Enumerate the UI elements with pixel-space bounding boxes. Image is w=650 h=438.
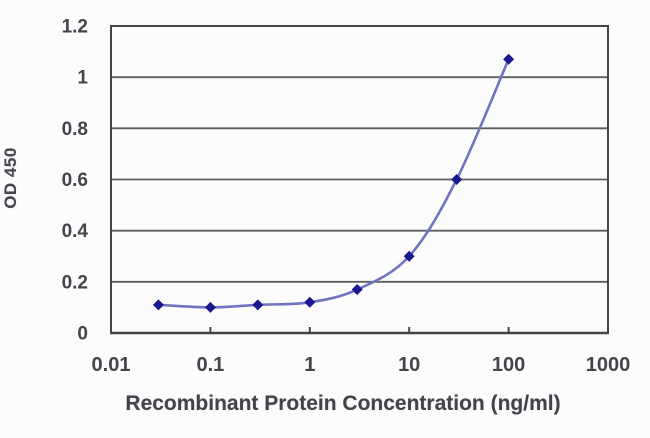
data-point-marker: [204, 301, 216, 313]
x-tick-label: 1: [304, 354, 315, 376]
y-tick-label: 0.8: [62, 119, 88, 140]
y-axis-title: OD 450: [1, 147, 20, 209]
x-axis-title: Recombinant Protein Concentration (ng/ml…: [125, 392, 561, 415]
x-tick-label: 1000: [586, 354, 631, 376]
data-point-marker: [304, 296, 316, 308]
data-point-marker: [451, 174, 463, 185]
y-tick-label: 1: [77, 68, 88, 89]
data-point-marker: [351, 284, 363, 296]
data-point-marker: [403, 250, 415, 262]
y-tick-label: 0.4: [62, 221, 89, 242]
y-tick-label: 1.2: [62, 17, 88, 38]
data-point-marker: [252, 299, 264, 311]
x-tick-label: 10: [398, 354, 420, 376]
x-tick-label: 0.1: [196, 354, 224, 376]
y-tick-label: 0.6: [62, 170, 88, 191]
x-tick-label: 100: [492, 354, 525, 376]
y-tick-label: 0.2: [62, 272, 88, 293]
data-point-marker: [503, 53, 515, 65]
x-tick-label: 0.01: [92, 354, 131, 376]
data-point-marker: [152, 299, 164, 311]
y-tick-label: 0: [77, 324, 88, 345]
